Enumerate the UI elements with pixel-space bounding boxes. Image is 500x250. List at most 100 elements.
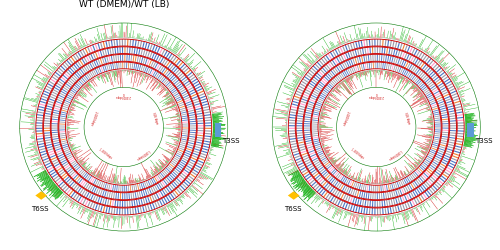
Wedge shape — [66, 168, 72, 173]
Wedge shape — [386, 200, 388, 207]
Wedge shape — [192, 153, 199, 156]
Wedge shape — [93, 70, 97, 76]
Wedge shape — [314, 146, 322, 149]
Wedge shape — [364, 41, 366, 48]
Wedge shape — [164, 60, 168, 67]
Wedge shape — [158, 57, 162, 63]
Wedge shape — [318, 72, 324, 77]
Wedge shape — [424, 90, 430, 94]
Wedge shape — [374, 193, 376, 200]
Wedge shape — [442, 126, 449, 127]
Wedge shape — [300, 167, 306, 172]
Wedge shape — [95, 52, 98, 59]
Wedge shape — [182, 122, 188, 123]
Wedge shape — [300, 84, 306, 88]
Wedge shape — [422, 162, 428, 167]
Wedge shape — [80, 69, 84, 75]
Wedge shape — [194, 106, 202, 109]
Wedge shape — [309, 167, 315, 172]
Wedge shape — [120, 55, 121, 62]
Wedge shape — [190, 174, 196, 178]
Wedge shape — [434, 122, 441, 123]
Wedge shape — [172, 57, 177, 63]
Wedge shape — [406, 72, 410, 78]
Wedge shape — [306, 88, 312, 92]
Wedge shape — [332, 51, 336, 58]
Wedge shape — [178, 149, 184, 153]
Wedge shape — [417, 71, 422, 77]
Wedge shape — [171, 90, 177, 94]
Wedge shape — [323, 90, 329, 94]
Wedge shape — [36, 126, 43, 127]
Wedge shape — [50, 79, 56, 84]
Wedge shape — [146, 181, 149, 188]
Wedge shape — [342, 72, 346, 78]
Wedge shape — [54, 72, 61, 78]
Wedge shape — [384, 48, 386, 55]
Wedge shape — [154, 72, 158, 78]
Wedge shape — [132, 208, 134, 215]
Wedge shape — [198, 160, 204, 164]
Wedge shape — [298, 142, 304, 144]
Wedge shape — [450, 130, 456, 132]
Wedge shape — [203, 109, 210, 112]
Wedge shape — [176, 153, 182, 156]
Wedge shape — [154, 54, 158, 61]
Wedge shape — [450, 123, 456, 124]
Wedge shape — [51, 126, 58, 127]
Wedge shape — [140, 183, 143, 190]
Wedge shape — [170, 173, 176, 178]
Wedge shape — [110, 200, 112, 206]
Wedge shape — [50, 155, 56, 158]
Wedge shape — [415, 170, 420, 176]
Wedge shape — [48, 101, 54, 104]
Wedge shape — [188, 114, 196, 117]
Wedge shape — [439, 106, 446, 109]
Wedge shape — [304, 77, 310, 82]
Wedge shape — [127, 40, 128, 47]
Wedge shape — [77, 187, 82, 193]
Wedge shape — [142, 42, 145, 49]
Wedge shape — [163, 69, 168, 75]
Wedge shape — [185, 167, 191, 172]
Wedge shape — [337, 48, 341, 55]
Wedge shape — [382, 200, 383, 207]
Polygon shape — [36, 192, 47, 200]
Wedge shape — [42, 96, 48, 100]
Wedge shape — [310, 169, 316, 174]
Wedge shape — [446, 151, 452, 154]
Wedge shape — [138, 57, 141, 64]
Wedge shape — [303, 94, 310, 98]
Wedge shape — [173, 93, 180, 98]
Wedge shape — [142, 58, 146, 65]
Wedge shape — [171, 160, 177, 165]
Wedge shape — [416, 81, 422, 86]
Wedge shape — [332, 79, 338, 85]
Wedge shape — [336, 58, 340, 64]
Wedge shape — [393, 198, 396, 205]
Wedge shape — [451, 158, 458, 162]
Wedge shape — [112, 184, 114, 191]
Wedge shape — [124, 201, 126, 207]
Wedge shape — [446, 84, 453, 88]
Wedge shape — [441, 114, 448, 117]
Wedge shape — [68, 190, 73, 196]
Wedge shape — [140, 190, 143, 198]
Wedge shape — [312, 66, 318, 72]
Wedge shape — [404, 195, 407, 202]
Wedge shape — [304, 126, 310, 127]
Wedge shape — [320, 93, 327, 98]
Wedge shape — [129, 48, 130, 54]
Wedge shape — [398, 197, 400, 204]
Wedge shape — [342, 177, 346, 183]
Wedge shape — [312, 130, 318, 131]
Wedge shape — [190, 157, 197, 161]
Wedge shape — [448, 113, 456, 116]
Wedge shape — [424, 183, 429, 188]
Wedge shape — [145, 51, 148, 58]
Wedge shape — [370, 193, 372, 200]
Wedge shape — [116, 63, 118, 70]
Wedge shape — [64, 187, 70, 193]
Wedge shape — [56, 83, 62, 88]
Wedge shape — [142, 206, 145, 213]
